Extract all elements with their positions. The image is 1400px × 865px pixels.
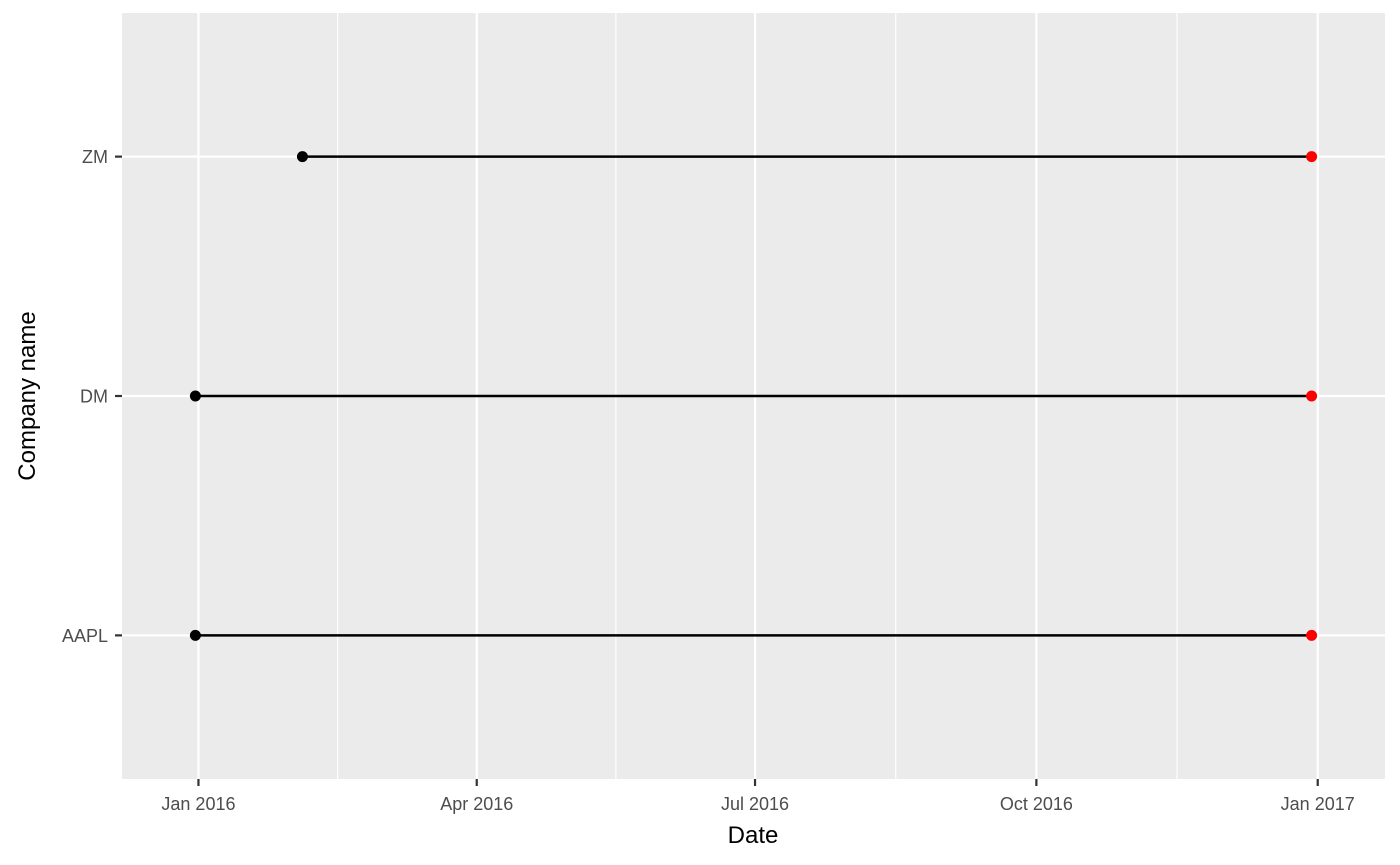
y-tick-label: DM	[80, 387, 108, 407]
x-tick-label: Jan 2017	[1281, 794, 1355, 814]
start-point-zm	[296, 151, 308, 163]
x-tick-label: Jul 2016	[721, 794, 789, 814]
segments	[195, 155, 1312, 637]
points	[189, 151, 1318, 641]
y-tick-label: ZM	[82, 147, 108, 167]
start-point-aapl	[189, 629, 201, 641]
y-axis-title: Company name	[14, 311, 41, 480]
x-tick-label: Oct 2016	[1000, 794, 1073, 814]
y-tick-label: AAPL	[62, 626, 108, 646]
end-point-dm	[1306, 390, 1318, 402]
y-axis: AAPL DM ZM	[62, 147, 122, 646]
x-tick-label: Jan 2016	[161, 794, 235, 814]
end-point-aapl	[1306, 629, 1318, 641]
start-point-dm	[189, 390, 201, 402]
x-axis-title: Date	[728, 822, 779, 849]
x-tick-label: Apr 2016	[440, 794, 513, 814]
end-point-zm	[1306, 151, 1318, 163]
x-axis: Jan 2016 Apr 2016 Jul 2016 Oct 2016 Jan 2017	[161, 779, 1355, 814]
